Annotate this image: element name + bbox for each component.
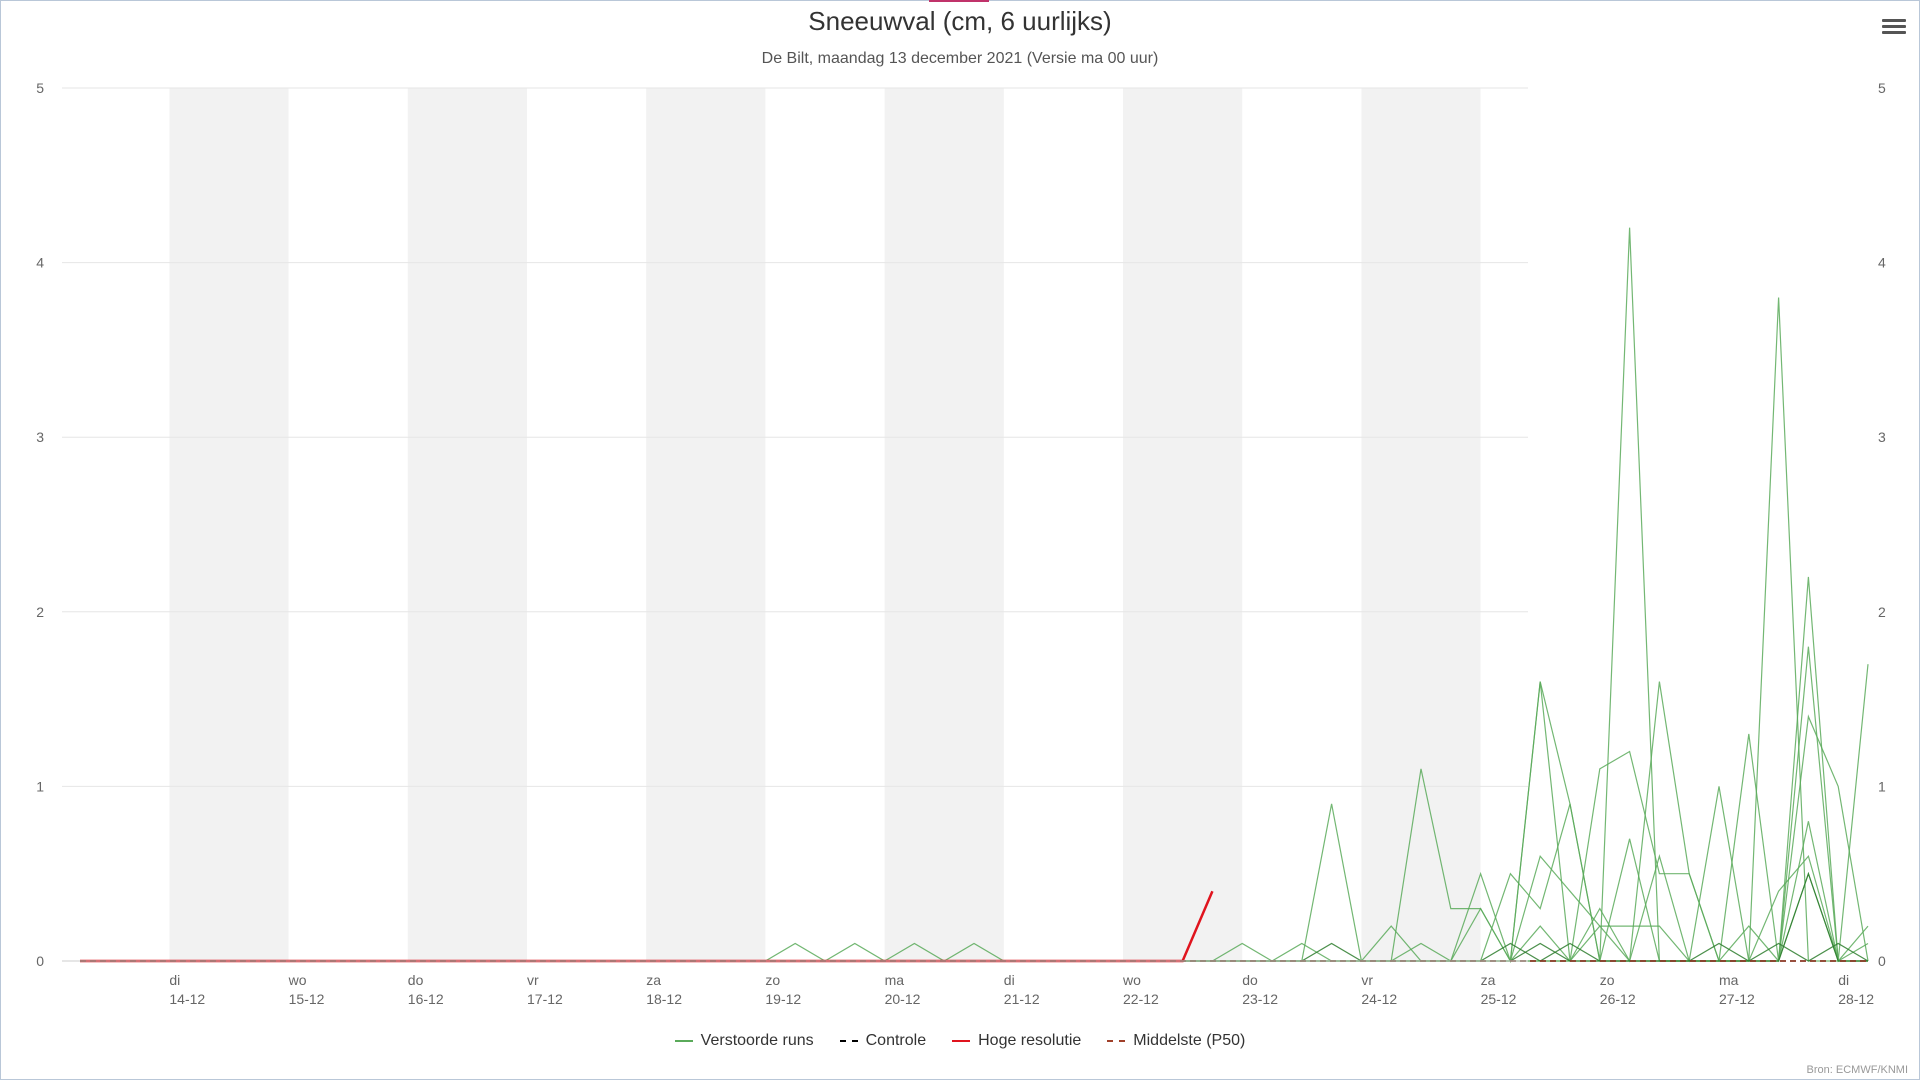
x-tick-day: vr — [1361, 972, 1373, 988]
x-tick-day: do — [1242, 972, 1258, 988]
y-tick-label-left: 3 — [36, 429, 44, 445]
x-tick-day: di — [1838, 972, 1849, 988]
y-tick-label-right: 0 — [1878, 953, 1886, 969]
x-tick-day: do — [408, 972, 424, 988]
x-tick-day: zo — [1600, 972, 1615, 988]
x-tick-date: 16-12 — [408, 991, 444, 1007]
y-tick-label-left: 5 — [36, 80, 44, 96]
x-tick-day: di — [169, 972, 180, 988]
y-tick-label-right: 2 — [1878, 604, 1886, 620]
x-tick-day: zo — [765, 972, 780, 988]
night-band — [169, 88, 289, 961]
x-tick-date: 15-12 — [289, 991, 325, 1007]
x-tick-day: za — [646, 972, 661, 988]
legend-swatch — [839, 1040, 858, 1042]
x-tick-date: 25-12 — [1481, 991, 1517, 1007]
night-band — [1123, 88, 1243, 961]
legend-label: Controle — [865, 1032, 927, 1049]
legend-item[interactable]: Hoge resolutie — [952, 1032, 1081, 1050]
x-tick-date: 24-12 — [1361, 991, 1397, 1007]
chart-title: Sneeuwval (cm, 6 uurlijks) — [808, 6, 1112, 36]
legend-label: Verstoorde runs — [700, 1032, 814, 1049]
x-tick-day: za — [1481, 972, 1496, 988]
x-tick-day: vr — [527, 972, 539, 988]
x-tick-date: 27-12 — [1719, 991, 1755, 1007]
night-band — [884, 88, 1004, 961]
x-tick-date: 22-12 — [1123, 991, 1159, 1007]
y-tick-label-left: 1 — [36, 778, 44, 794]
source-credit: Bron: ECMWF/KNMI — [1806, 1064, 1908, 1076]
y-tick-label-right: 1 — [1878, 778, 1886, 794]
x-tick-day: ma — [885, 972, 905, 988]
night-band — [407, 88, 527, 961]
x-tick-date: 14-12 — [169, 991, 205, 1007]
y-tick-label-left: 2 — [36, 604, 44, 620]
night-band — [646, 88, 766, 961]
x-tick-day: wo — [288, 972, 307, 988]
hamburger-menu-icon[interactable] — [1882, 16, 1906, 40]
x-tick-date: 20-12 — [885, 991, 921, 1007]
x-tick-date: 26-12 — [1600, 991, 1636, 1007]
y-tick-label-left: 4 — [36, 255, 44, 271]
night-band — [1361, 88, 1481, 961]
legend-swatch — [1107, 1040, 1126, 1042]
x-tick-date: 17-12 — [527, 991, 563, 1007]
y-tick-label-left: 0 — [36, 953, 44, 969]
top-accent-bar — [929, 0, 989, 2]
y-tick-label-right: 5 — [1878, 80, 1886, 96]
chart-subtitle: De Bilt, maandag 13 december 2021 (Versi… — [761, 50, 1159, 67]
legend-label: Middelste (P50) — [1133, 1032, 1246, 1049]
legend-swatch — [952, 1040, 971, 1042]
y-tick-label-right: 3 — [1878, 429, 1886, 445]
x-tick-date: 28-12 — [1838, 991, 1874, 1007]
legend-label: Hoge resolutie — [978, 1032, 1082, 1049]
x-tick-day: di — [1004, 972, 1015, 988]
legend-swatch — [674, 1040, 693, 1042]
y-tick-label-right: 4 — [1878, 255, 1886, 271]
x-tick-day: ma — [1719, 972, 1739, 988]
legend-item[interactable]: Middelste (P50) — [1107, 1032, 1245, 1050]
legend-item[interactable]: Verstoorde runs — [674, 1032, 814, 1050]
x-tick-date: 21-12 — [1004, 991, 1040, 1007]
x-tick-date: 23-12 — [1242, 991, 1278, 1007]
snowfall-chart: 0 0 1 1 2 2 3 3 4 4 5 5 di 14-12 wo 15-12 do 16-12 vr 17-12… — [36, 80, 1886, 1007]
x-tick-date: 18-12 — [646, 991, 682, 1007]
x-tick-date: 19-12 — [765, 991, 801, 1007]
legend-item[interactable]: Controle — [839, 1032, 927, 1050]
chart-legend: Verstoorde runs Controle Hoge resolutie Mid… — [0, 1032, 1920, 1050]
x-tick-day: wo — [1122, 972, 1141, 988]
